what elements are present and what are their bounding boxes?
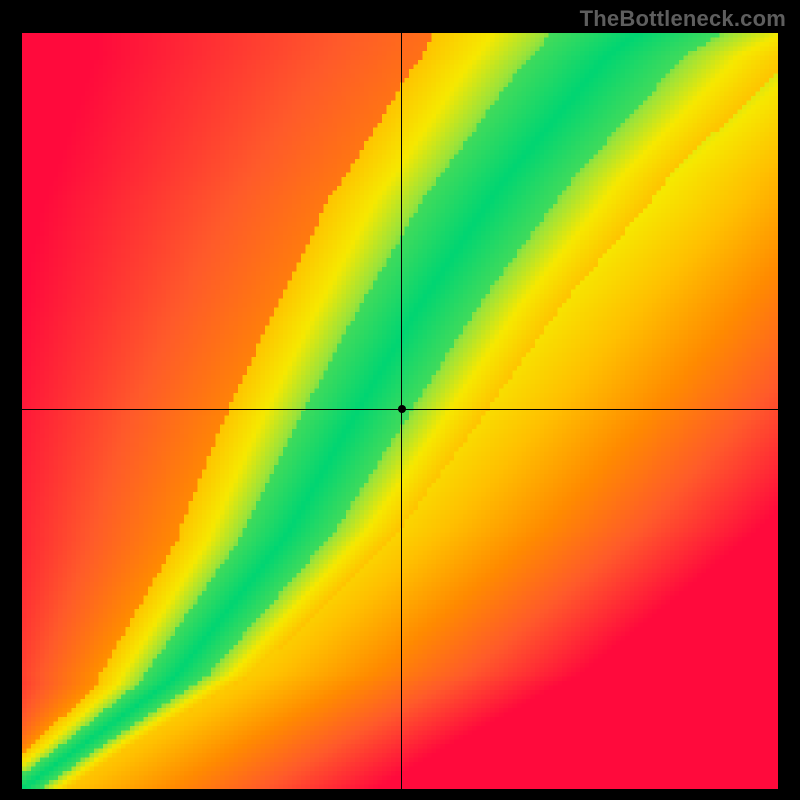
heatmap-plot xyxy=(22,33,778,789)
chart-container: TheBottleneck.com xyxy=(0,0,800,800)
watermark-text: TheBottleneck.com xyxy=(580,6,786,32)
marker-dot xyxy=(398,405,406,413)
